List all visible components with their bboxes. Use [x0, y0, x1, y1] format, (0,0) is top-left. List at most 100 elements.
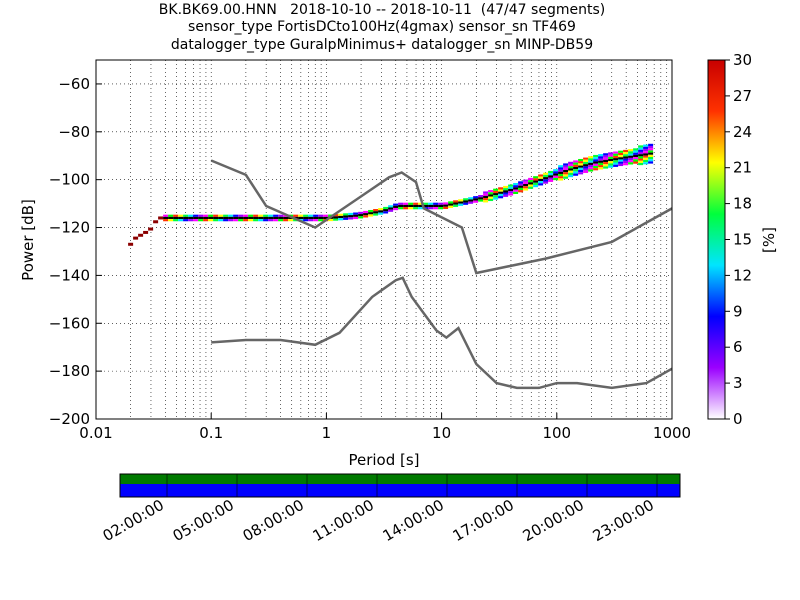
- psd-cell: [528, 182, 534, 185]
- psd-cell: [363, 215, 369, 218]
- psd-cell: [593, 159, 599, 162]
- psd-cell: [598, 165, 604, 168]
- psd-cell: [563, 174, 569, 177]
- noise-model-lines: [210, 159, 672, 390]
- psd-cell: [558, 171, 564, 174]
- timeline-frame: [119, 473, 681, 498]
- psd-cell: [473, 198, 479, 201]
- psd-cell: [403, 204, 409, 208]
- psd-cell: [483, 195, 489, 199]
- psd-cell: [513, 189, 519, 192]
- psd-cell: [198, 214, 204, 217]
- psd-cell: [238, 214, 244, 217]
- psd-cell: [613, 162, 619, 165]
- psd-cell: [268, 219, 274, 222]
- psd-cell: [263, 219, 269, 222]
- psd-cell: [563, 176, 569, 179]
- psd-density-band: [128, 143, 654, 246]
- psd-cell: [643, 144, 649, 147]
- psd-cell: [478, 199, 484, 202]
- psd-cell: [253, 216, 259, 220]
- psd-cell: [633, 150, 639, 153]
- psd-cell: [563, 172, 569, 175]
- psd-cell: [213, 214, 219, 217]
- psd-cell: [313, 219, 319, 222]
- psd-cell: [403, 207, 409, 210]
- plot-frame: [95, 59, 673, 420]
- psd-cell: [448, 205, 454, 208]
- psd-cell: [398, 202, 404, 205]
- psd-cell: [623, 152, 629, 155]
- psd-cell: [243, 214, 249, 217]
- psd-cell: [448, 203, 454, 206]
- psd-cell: [553, 171, 559, 174]
- psd-cell: [648, 154, 654, 158]
- psd-cell: [568, 163, 574, 167]
- psd-cell: [333, 214, 339, 217]
- y-tick-label: −120: [49, 219, 90, 237]
- colorbar-ticks: 0 3 6 9 12 15 18 21 24 27 30: [725, 51, 752, 428]
- psd-cell: [518, 190, 524, 193]
- psd-cell: [188, 216, 194, 220]
- psd-cell: [648, 150, 654, 153]
- psd-cell: [348, 212, 354, 216]
- colorbar-tick-label: 15: [733, 231, 752, 249]
- psd-cell: [643, 151, 649, 154]
- psd-cell: [458, 203, 464, 206]
- psd-cell: [488, 198, 494, 202]
- psd-cell: [583, 170, 589, 173]
- psd-cell: [343, 215, 349, 218]
- timeline-bottom-bar: [120, 484, 680, 497]
- psd-cell: [543, 177, 549, 180]
- psd-cell: [608, 154, 614, 157]
- psd-cell: [208, 216, 214, 220]
- psd-cell: [623, 163, 629, 166]
- psd-cell: [273, 219, 279, 222]
- psd-cell: [568, 168, 574, 171]
- psd-cell: [613, 155, 619, 159]
- psd-cell: [473, 196, 479, 199]
- psd-cell: [638, 151, 644, 155]
- psd-cell: [383, 209, 389, 212]
- psd-cell: [593, 163, 599, 166]
- psd-cell: [383, 206, 389, 210]
- psd-cell: [573, 166, 579, 170]
- psd-cell: [573, 169, 579, 172]
- psd-cell: [608, 156, 614, 159]
- psd-cell: [528, 184, 534, 187]
- psd-cell: [628, 153, 634, 156]
- psd-cell: [273, 216, 279, 220]
- timeline-tick-label: 02:00:00: [100, 496, 167, 545]
- psd-cell: [578, 158, 584, 162]
- psd-cell: [563, 165, 569, 168]
- psd-cell: [533, 184, 539, 188]
- psd-cell: [508, 184, 514, 187]
- x-tick-label: 0.1: [199, 424, 223, 442]
- psd-cell: [308, 216, 314, 220]
- psd-cell: [378, 208, 384, 211]
- timeline-tick-label: 23:00:00: [590, 496, 657, 545]
- psd-cell: [323, 216, 329, 220]
- psd-cell: [623, 156, 629, 159]
- psd-cell: [648, 152, 654, 155]
- psd-cell: [213, 216, 219, 220]
- psd-cell: [598, 162, 604, 166]
- psd-cell: [638, 160, 644, 163]
- psd-cell: [283, 219, 289, 222]
- psd-cell: [253, 214, 259, 217]
- psd-cell: [408, 207, 414, 210]
- timeline-top-bar: [120, 474, 680, 484]
- psd-cell: [508, 193, 514, 196]
- psd-cell: [263, 214, 269, 217]
- psd-cell: [588, 167, 594, 170]
- psd-cell: [523, 188, 529, 191]
- psd-cell: [513, 191, 519, 195]
- psd-cell: [608, 163, 614, 166]
- psd-cell: [268, 214, 274, 217]
- psd-cell: [463, 198, 469, 201]
- psd-cell: [498, 191, 504, 194]
- psd-cell: [453, 200, 459, 203]
- psd-cell: [483, 198, 489, 201]
- psd-cell: [618, 150, 624, 153]
